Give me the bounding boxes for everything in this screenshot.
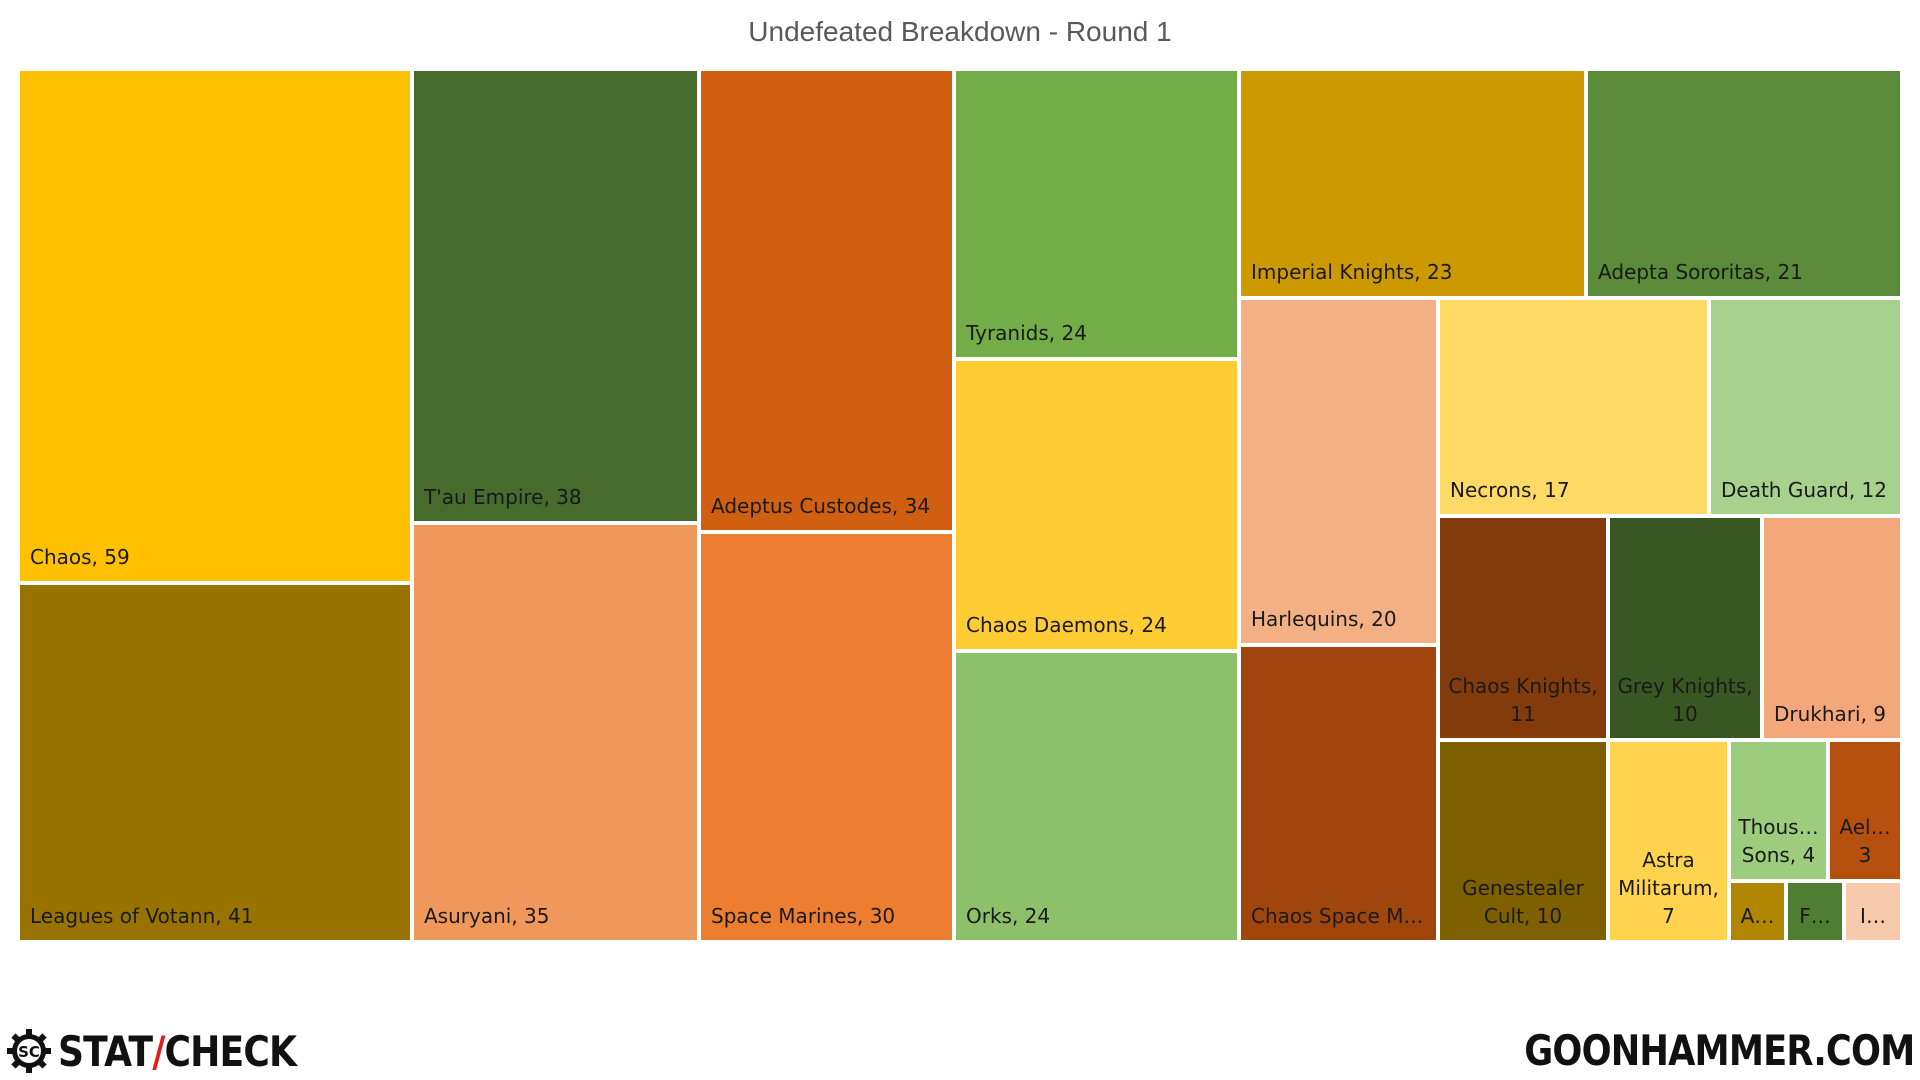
- treemap-cell-aeldari: Ael… 3: [1828, 740, 1902, 881]
- treemap-cell-label: Tyranids, 24: [966, 321, 1087, 345]
- brand-check: CHECK: [164, 1026, 297, 1076]
- statcheck-wordmark: STAT/CHECK: [58, 1026, 297, 1076]
- treemap-cell-chaos-knights: Chaos Knights, 11: [1438, 516, 1608, 740]
- treemap-cell-genestealer-cult: Genestealer Cult, 10: [1438, 740, 1608, 942]
- treemap-cell-label: Thous… Sons, 4: [1738, 815, 1819, 867]
- treemap-cell-label: Genestealer Cult, 10: [1462, 876, 1584, 928]
- treemap-cell-label: Adeptus Custodes, 34: [711, 494, 931, 518]
- treemap-cell-label: Death Guard, 12: [1721, 478, 1887, 502]
- treemap-cell-drukhari: Drukhari, 9: [1762, 516, 1902, 740]
- treemap-cell-astra-militarum: Astra Militarum, 7: [1608, 740, 1729, 942]
- goonhammer-wordmark: GOONHAMMER.COM: [1523, 1026, 1915, 1075]
- gear-logo-icon: SC: [7, 1029, 51, 1073]
- treemap-cell-orks: Orks, 24: [954, 651, 1239, 942]
- chart-title: Undefeated Breakdown - Round 1: [748, 16, 1172, 47]
- treemap-cell-label: T'au Empire, 38: [424, 485, 582, 509]
- treemap-cell-death-guard: Death Guard, 12: [1709, 298, 1902, 516]
- treemap-cell-tyranids: Tyranids, 24: [954, 69, 1239, 359]
- svg-text:SC: SC: [18, 1043, 40, 1061]
- treemap-cell-label: Grey Knights, 10: [1617, 674, 1753, 726]
- treemap-cell-label: I…: [1860, 904, 1886, 928]
- treemap-cell-label: Astra Militarum, 7: [1618, 848, 1719, 928]
- treemap-cell-leagues-of-votann: Leagues of Votann, 41: [18, 583, 412, 942]
- treemap-cell-asuryani: Asuryani, 35: [412, 523, 699, 942]
- treemap-cell-adepta-sororitas: Adepta Sororitas, 21: [1586, 69, 1902, 298]
- treemap-cell-label: Adepta Sororitas, 21: [1598, 260, 1803, 284]
- treemap-cell-grey-knights: Grey Knights, 10: [1608, 516, 1762, 740]
- treemap-cell-label: Orks, 24: [966, 904, 1051, 928]
- treemap-cell-label: F…: [1799, 904, 1831, 928]
- treemap-cell-chaos-space-marines: Chaos Space Marines, 17: [1239, 645, 1438, 942]
- treemap-cell-imperial-knights: Imperial Knights, 23: [1239, 69, 1586, 298]
- treemap-cell-necrons: Necrons, 17: [1438, 298, 1709, 516]
- treemap-cell-label: A…: [1740, 904, 1775, 928]
- brand-stat: STAT: [58, 1026, 153, 1076]
- treemap-cell-label: Chaos Space Marines, 17: [1251, 904, 1434, 928]
- treemap-cell-label: Chaos Knights, 11: [1448, 674, 1598, 726]
- treemap-cell-adeptus-custodes: Adeptus Custodes, 34: [699, 69, 954, 532]
- treemap-cell-label: Ael… 3: [1839, 815, 1891, 867]
- treemap-cell-thousand-sons: Thous… Sons, 4: [1729, 740, 1828, 881]
- treemap-cell-label: Chaos Daemons, 24: [966, 613, 1167, 637]
- treemap-cell-harlequins: Harlequins, 20: [1239, 298, 1438, 645]
- treemap-cell-label: Space Marines, 30: [711, 904, 896, 928]
- treemap-cell-label: Harlequins, 20: [1251, 607, 1397, 631]
- treemap-cell-chaos-daemons: Chaos Daemons, 24: [954, 359, 1239, 651]
- treemap-cell-label: Necrons, 17: [1450, 478, 1570, 502]
- treemap-cell-space-marines: Space Marines, 30: [699, 532, 954, 942]
- treemap-cell-chaos: Chaos, 59: [18, 69, 412, 583]
- treemap-cell-label: Asuryani, 35: [424, 904, 550, 928]
- statcheck-logo: SC STAT/CHECK: [6, 1026, 335, 1076]
- treemap-cell-i: I…: [1844, 881, 1902, 942]
- treemap-cell-t-au-empire: T'au Empire, 38: [412, 69, 699, 523]
- treemap-cell-label: Drukhari, 9: [1774, 702, 1887, 726]
- treemap-cell-f: F…: [1786, 881, 1844, 942]
- treemap-cell-label: Chaos, 59: [30, 545, 130, 569]
- treemap-cell-label: Leagues of Votann, 41: [30, 904, 254, 928]
- brand-slash: /: [152, 1026, 165, 1076]
- treemap-cell-label: Imperial Knights, 23: [1251, 260, 1453, 284]
- treemap-cell-a: A…: [1729, 881, 1786, 942]
